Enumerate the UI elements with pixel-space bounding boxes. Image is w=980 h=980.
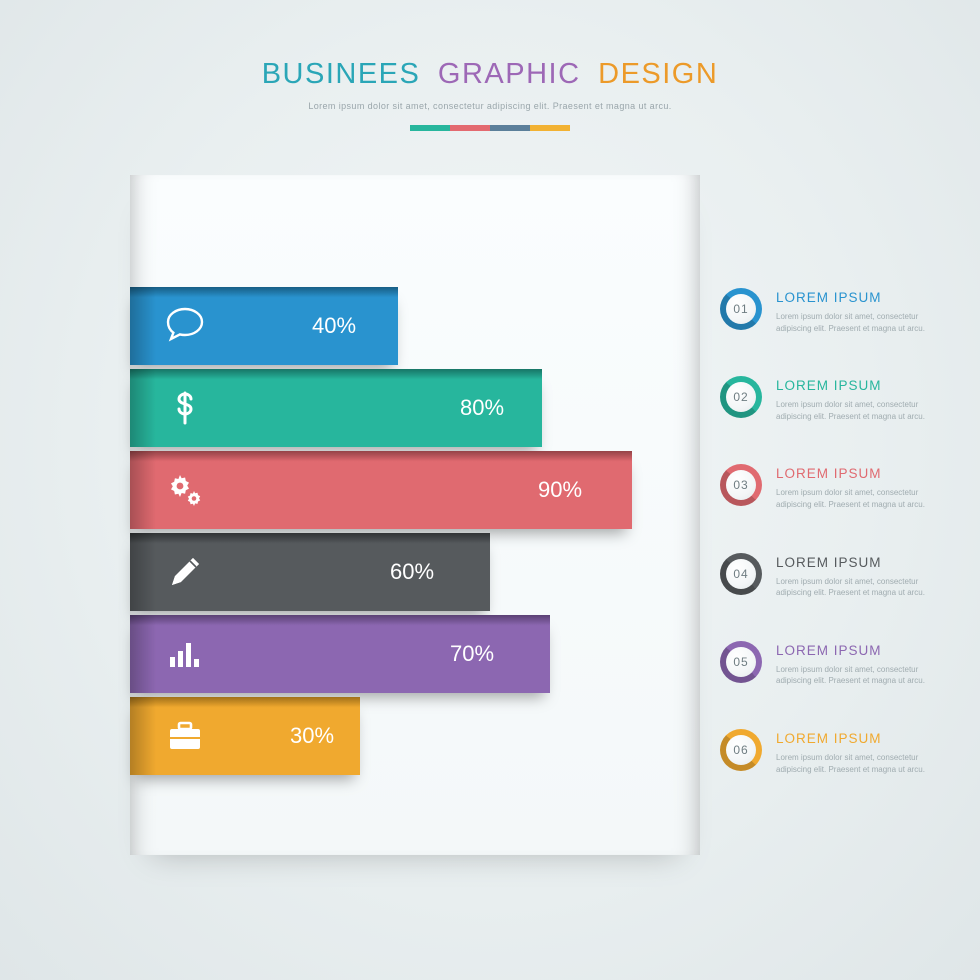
legend-item-6: 06 LOREM IPSUM Lorem ipsum dolor sit amet,…: [720, 729, 960, 775]
legend-body-4: Lorem ipsum dolor sit amet, consectetur …: [776, 576, 951, 599]
bar-value-6: 30%: [290, 723, 334, 749]
legend-badge-number-1: 01: [720, 288, 762, 330]
bar-2: 80%: [130, 369, 542, 447]
bar-value-1: 40%: [312, 313, 356, 339]
accent-seg-1: [410, 125, 450, 131]
legend-body-2: Lorem ipsum dolor sit amet, consectetur …: [776, 399, 951, 422]
bar-chart: 40% 80% 90% 60% 70% 30%: [130, 287, 632, 779]
legend-item-2: 02 LOREM IPSUM Lorem ipsum dolor sit amet,…: [720, 376, 960, 422]
page-subtitle: Lorem ipsum dolor sit amet, consectetur …: [0, 101, 980, 111]
page-title: BUSINEES GRAPHIC DESIGN: [0, 58, 980, 91]
legend-badge-5: 05: [720, 641, 762, 683]
bar-value-5: 70%: [450, 641, 494, 667]
legend-title-3: LOREM IPSUM: [776, 466, 951, 481]
legend-text-1: LOREM IPSUM Lorem ipsum dolor sit amet, c…: [776, 288, 951, 334]
legend-text-6: LOREM IPSUM Lorem ipsum dolor sit amet, c…: [776, 729, 951, 775]
bar-chart-icon: [130, 633, 240, 675]
legend-item-4: 04 LOREM IPSUM Lorem ipsum dolor sit amet,…: [720, 553, 960, 599]
bar-5: 70%: [130, 615, 550, 693]
speech-bubble-icon: [130, 305, 240, 347]
legend-badge-2: 02: [720, 376, 762, 418]
dollar-icon: [130, 387, 240, 429]
accent-seg-3: [490, 125, 530, 131]
title-word-1: BUSINEES: [262, 58, 421, 90]
legend-body-3: Lorem ipsum dolor sit amet, consectetur …: [776, 487, 951, 510]
header: BUSINEES GRAPHIC DESIGN Lorem ipsum dolo…: [0, 58, 980, 131]
legend-title-2: LOREM IPSUM: [776, 378, 951, 393]
legend-text-3: LOREM IPSUM Lorem ipsum dolor sit amet, c…: [776, 464, 951, 510]
legend-item-5: 05 LOREM IPSUM Lorem ipsum dolor sit amet,…: [720, 641, 960, 687]
legend-badge-number-2: 02: [720, 376, 762, 418]
legend-badge-3: 03: [720, 464, 762, 506]
legend-body-5: Lorem ipsum dolor sit amet, consectetur …: [776, 664, 951, 687]
briefcase-icon: [130, 715, 240, 757]
accent-strip: [410, 125, 570, 131]
legend-badge-6: 06: [720, 729, 762, 771]
legend-badge-4: 04: [720, 553, 762, 595]
legend-badge-number-3: 03: [720, 464, 762, 506]
legend-item-1: 01 LOREM IPSUM Lorem ipsum dolor sit amet,…: [720, 288, 960, 334]
legend-body-6: Lorem ipsum dolor sit amet, consectetur …: [776, 752, 951, 775]
bar-1: 40%: [130, 287, 398, 365]
bar-value-2: 80%: [460, 395, 504, 421]
accent-seg-2: [450, 125, 490, 131]
legend-badge-number-6: 06: [720, 729, 762, 771]
bar-3: 90%: [130, 451, 632, 529]
legend-title-6: LOREM IPSUM: [776, 731, 951, 746]
legend-title-4: LOREM IPSUM: [776, 555, 951, 570]
legend-title-1: LOREM IPSUM: [776, 290, 951, 305]
legend-badge-number-5: 05: [720, 641, 762, 683]
legend: 01 LOREM IPSUM Lorem ipsum dolor sit amet,…: [720, 288, 960, 817]
bar-4: 60%: [130, 533, 490, 611]
legend-badge-1: 01: [720, 288, 762, 330]
main-panel: 40% 80% 90% 60% 70% 30%: [130, 175, 700, 855]
bar-6: 30%: [130, 697, 360, 775]
legend-item-3: 03 LOREM IPSUM Lorem ipsum dolor sit amet,…: [720, 464, 960, 510]
pencil-icon: [130, 551, 240, 593]
legend-text-2: LOREM IPSUM Lorem ipsum dolor sit amet, c…: [776, 376, 951, 422]
title-word-3: DESIGN: [598, 58, 718, 90]
legend-badge-number-4: 04: [720, 553, 762, 595]
bar-value-4: 60%: [390, 559, 434, 585]
legend-title-5: LOREM IPSUM: [776, 643, 951, 658]
legend-body-1: Lorem ipsum dolor sit amet, consectetur …: [776, 311, 951, 334]
gears-icon: [130, 469, 240, 511]
bar-value-3: 90%: [538, 477, 582, 503]
legend-text-5: LOREM IPSUM Lorem ipsum dolor sit amet, c…: [776, 641, 951, 687]
title-word-2: GRAPHIC: [438, 58, 581, 90]
accent-seg-4: [530, 125, 570, 131]
legend-text-4: LOREM IPSUM Lorem ipsum dolor sit amet, c…: [776, 553, 951, 599]
